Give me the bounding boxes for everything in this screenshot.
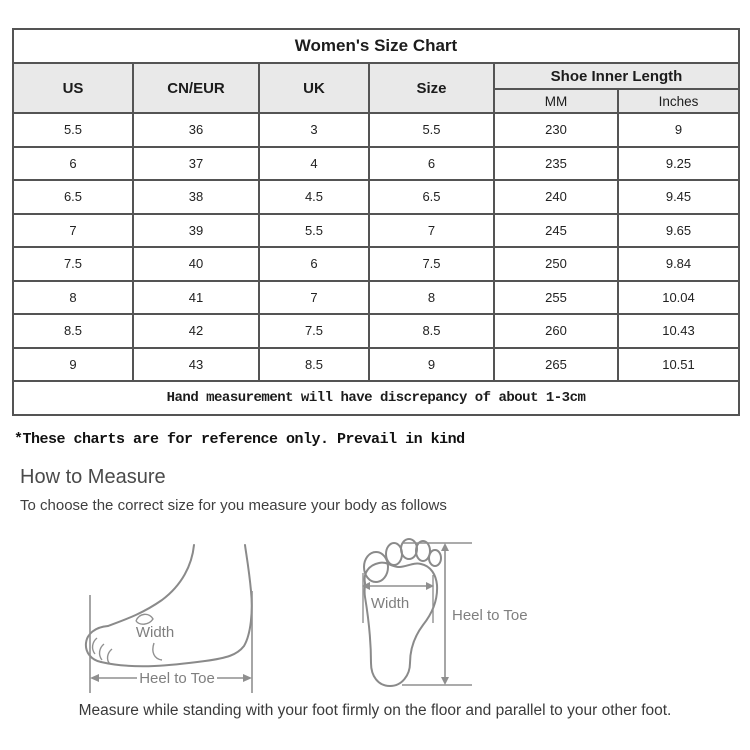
table-row: 7.5 40 6 7.5 250 9.84 [12, 246, 740, 282]
col-header-size: Size [368, 62, 495, 114]
cell: 5.5 [368, 112, 495, 148]
cell: 7 [368, 212, 495, 248]
table-row: 5.5 36 3 5.5 230 9 [12, 112, 740, 148]
foot-side-outline [84, 544, 253, 668]
size-chart-title: Women's Size Chart [12, 28, 740, 64]
how-to-measure-title: How to Measure [20, 466, 166, 488]
arrow-right-icon [426, 582, 434, 590]
heel-to-toe-measure [89, 591, 253, 693]
col-header-us: US [12, 62, 134, 114]
col-header-shoe-inner-length: Shoe Inner Length [493, 62, 740, 90]
cell: 42 [132, 313, 260, 349]
sole-width-label: Width [371, 595, 409, 612]
cell: 7.5 [368, 246, 495, 282]
cell: 265 [493, 346, 619, 382]
col-header-mm: MM [493, 88, 619, 114]
cell: 245 [493, 212, 619, 248]
measurement-discrepancy-note: Hand measurement will have discrepancy o… [12, 380, 740, 416]
table-row: 6.5 38 4.5 6.5 240 9.45 [12, 179, 740, 215]
cell: 10.51 [617, 346, 740, 382]
side-width-label: Width [136, 624, 174, 641]
cell: 8.5 [368, 313, 495, 349]
cell: 250 [493, 246, 619, 282]
cell: 240 [493, 179, 619, 215]
cell: 9 [12, 346, 134, 382]
cell: 9.84 [617, 246, 740, 282]
cell: 8.5 [258, 346, 370, 382]
arrow-right-icon [243, 674, 252, 682]
cell: 5.5 [258, 212, 370, 248]
cell: 7 [12, 212, 134, 248]
side-heel-to-toe-label: Heel to Toe [139, 670, 215, 687]
arrow-left-icon [362, 582, 370, 590]
size-chart-table: Women's Size Chart US CN/EUR UK Size Sho… [12, 28, 740, 416]
cell: 6 [368, 145, 495, 181]
cell: 6 [12, 145, 134, 181]
cell: 36 [132, 112, 260, 148]
cell: 7 [258, 279, 370, 315]
foot-sole-outline [363, 538, 442, 688]
size-chart: Women's Size Chart US CN/EUR UK Size Sho… [12, 28, 740, 416]
table-row: 9 43 8.5 9 265 10.51 [12, 346, 740, 382]
reference-only-note: *These charts are for reference only. Pr… [14, 431, 465, 448]
toe [400, 538, 418, 560]
cell: 6.5 [12, 179, 134, 215]
cell: 38 [132, 179, 260, 215]
cell: 9 [617, 112, 740, 148]
big-toe [363, 551, 389, 583]
cell: 8 [12, 279, 134, 315]
cell: 10.43 [617, 313, 740, 349]
arrow-up-icon [441, 543, 449, 551]
cell: 7.5 [12, 246, 134, 282]
toe [385, 542, 403, 566]
cell: 8 [368, 279, 495, 315]
cell: 255 [493, 279, 619, 315]
table-row: 8 41 7 8 255 10.04 [12, 279, 740, 315]
width-measure [362, 573, 434, 623]
table-row: 6 37 4 6 235 9.25 [12, 145, 740, 181]
sole-heel-to-toe-label: Heel to Toe [452, 607, 528, 624]
cell: 235 [493, 145, 619, 181]
cell: 9.65 [617, 212, 740, 248]
how-to-measure-subtitle: To choose the correct size for you measu… [20, 497, 447, 514]
table-row: 7 39 5.5 7 245 9.65 [12, 212, 740, 248]
cell: 6 [258, 246, 370, 282]
cell: 7.5 [258, 313, 370, 349]
cell: 9 [368, 346, 495, 382]
cell: 5.5 [12, 112, 134, 148]
foot-side-view-diagram: Width Heel to Toe [84, 544, 253, 693]
col-header-inches: Inches [617, 88, 740, 114]
cell: 43 [132, 346, 260, 382]
arrow-left-icon [90, 674, 99, 682]
cell: 8.5 [12, 313, 134, 349]
cell: 6.5 [368, 179, 495, 215]
toe [415, 540, 431, 562]
cell: 9.45 [617, 179, 740, 215]
cell: 4 [258, 145, 370, 181]
cell: 41 [132, 279, 260, 315]
heel-to-toe-measure [402, 542, 472, 686]
cell: 3 [258, 112, 370, 148]
cell: 40 [132, 246, 260, 282]
cell: 37 [132, 145, 260, 181]
cell: 4.5 [258, 179, 370, 215]
col-header-cneur: CN/EUR [132, 62, 260, 114]
cell: 230 [493, 112, 619, 148]
cell: 10.04 [617, 279, 740, 315]
table-row: 8.5 42 7.5 8.5 260 10.43 [12, 313, 740, 349]
foot-sole-view-diagram: Width Heel to Toe [362, 538, 528, 688]
cell: 9.25 [617, 145, 740, 181]
arrow-down-icon [441, 677, 449, 685]
toe [428, 549, 442, 567]
cell: 260 [493, 313, 619, 349]
measuring-instruction: Measure while standing with your foot fi… [78, 702, 672, 719]
cell: 39 [132, 212, 260, 248]
col-header-uk: UK [258, 62, 370, 114]
